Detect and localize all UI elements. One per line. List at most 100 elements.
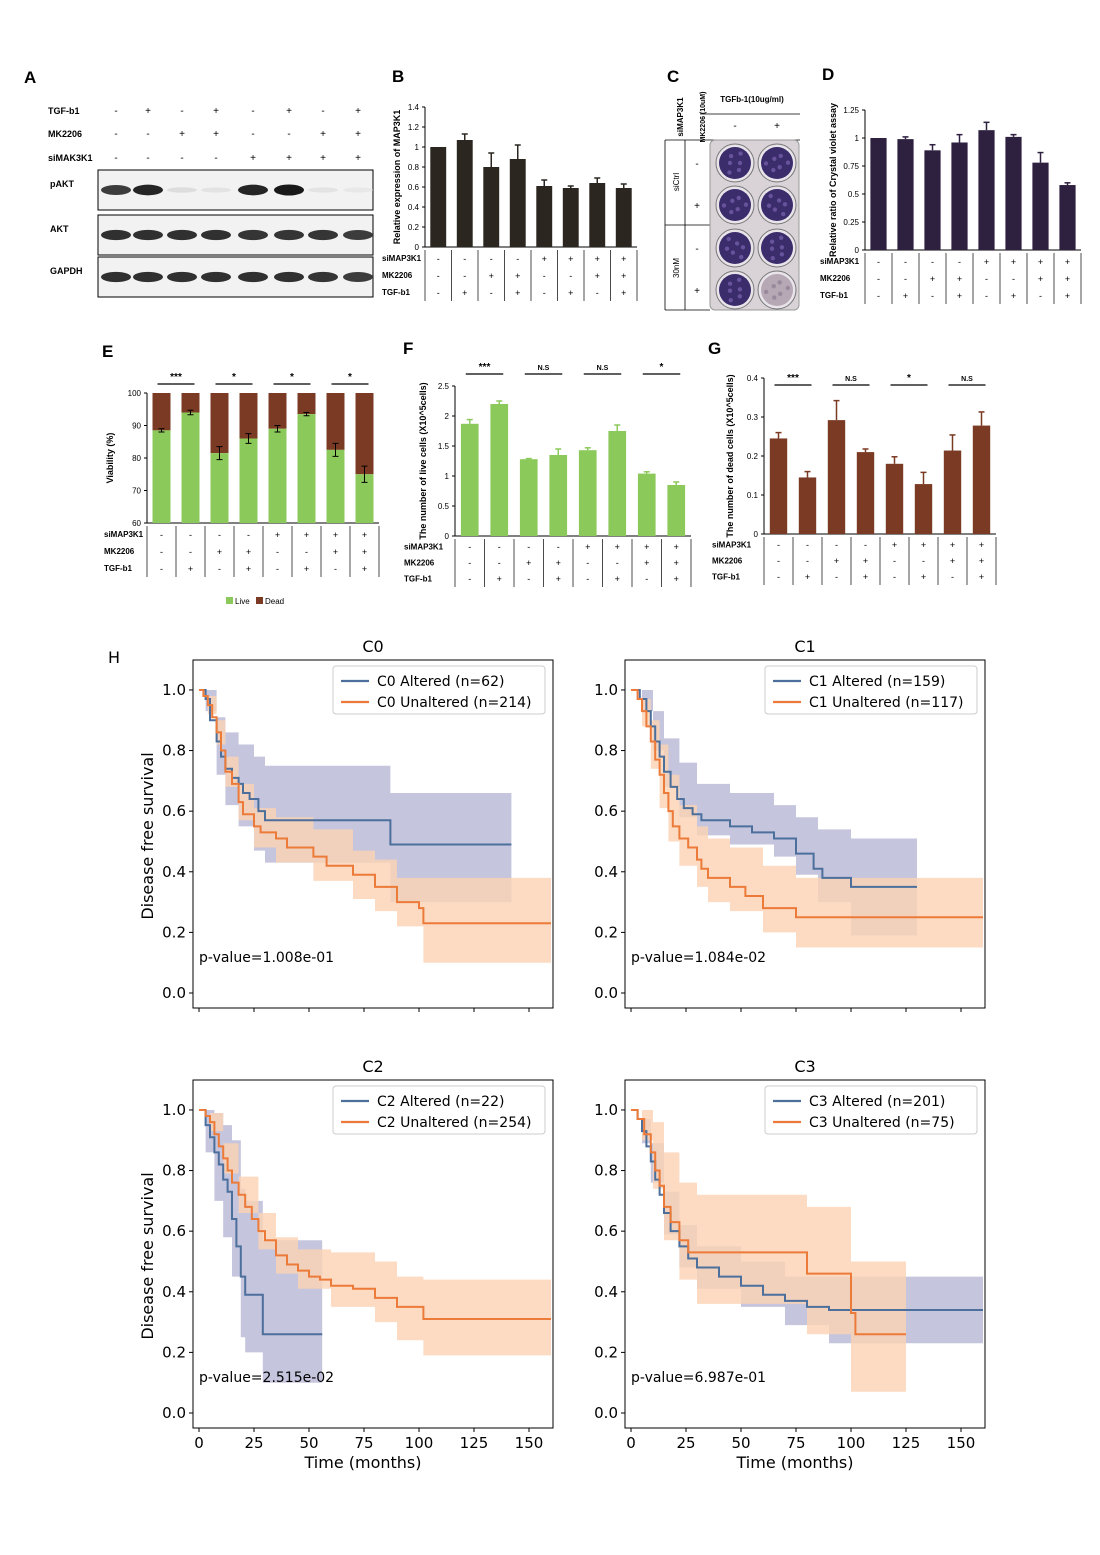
cond-sign: + (921, 572, 926, 582)
well-speckle (737, 160, 743, 166)
blot-band (133, 184, 163, 196)
cond-sign: + (674, 542, 679, 552)
km-y-tick-label: 0.0 (594, 984, 618, 1002)
blot-band (308, 271, 338, 283)
cond-row-label: siMAP3K1 (382, 254, 422, 263)
bar (615, 188, 632, 247)
cond-row-label: siMAP3K1 (820, 257, 860, 266)
well-speckle (785, 160, 791, 165)
km-y-axis-label: Disease free survival (138, 1172, 157, 1339)
km-plot: C2 0.0 0.2 0.4 0.6 0.8 1.0 0 25 50 75 100 125 150 Dise… (138, 1057, 554, 1472)
y-tick-label: 0.75 (843, 162, 859, 171)
km-y-tick-label: 0.0 (594, 1404, 618, 1422)
km-x-tick-label: 75 (354, 1434, 373, 1452)
sig-label: N.S (845, 376, 857, 383)
blot-band (201, 187, 231, 193)
cond-sign: + (615, 542, 620, 552)
y-tick-label: 2 (445, 412, 450, 421)
cond-sign: - (806, 540, 809, 550)
well-speckle (736, 277, 742, 283)
cond-sign: - (334, 564, 337, 574)
cond-sign: + (362, 547, 367, 557)
well (761, 147, 793, 179)
well-speckle (739, 254, 744, 260)
well-speckle (769, 246, 775, 251)
well-speckle (738, 151, 743, 156)
well-speckle (727, 160, 733, 166)
y-axis-label: Relative expression of MAP3K1 (392, 110, 402, 245)
a-sign: + (250, 153, 256, 164)
well (761, 189, 793, 221)
km-x-tick-label: 100 (405, 1434, 434, 1452)
a-row-label: TGF-b1 (48, 106, 80, 116)
well-speckle (781, 211, 786, 217)
cond-sign: - (777, 572, 780, 582)
cond-sign: - (586, 574, 589, 584)
y-tick-label: 0.1 (747, 491, 759, 500)
well (719, 189, 751, 221)
km-legend-unaltered: C3 Unaltered (n=75) (809, 1115, 955, 1131)
cond-sign: + (984, 257, 989, 267)
cond-row-label: siMAP3K1 (712, 540, 752, 549)
km-pvalue: p-value=1.084e-02 (631, 950, 766, 966)
bar (430, 147, 447, 247)
blot-band (308, 187, 338, 193)
bar-live (268, 428, 287, 523)
km-y-tick-label: 0.0 (162, 1404, 186, 1422)
km-ci-band (199, 689, 551, 963)
cond-sign: + (515, 271, 520, 281)
a-sign: + (286, 106, 292, 117)
cond-sign: - (893, 572, 896, 582)
cond-sign: - (218, 564, 221, 574)
well (719, 232, 751, 264)
bar (1032, 162, 1049, 250)
blot-band (101, 229, 131, 241)
km-legend-unaltered: C2 Unaltered (n=254) (377, 1115, 531, 1131)
cond-sign: + (957, 291, 962, 301)
bar (856, 452, 875, 534)
cond-sign: + (333, 530, 338, 540)
cond-sign: + (644, 558, 649, 568)
blot-band (101, 184, 131, 196)
km-pvalue: p-value=1.008e-01 (199, 950, 334, 966)
cond-sign: - (276, 547, 279, 557)
sig-label: * (660, 362, 664, 373)
blot-band (343, 187, 373, 193)
cond-sign: + (621, 288, 626, 298)
cond-sign: + (275, 530, 280, 540)
a-sign: + (320, 153, 326, 164)
km-ci-band (631, 689, 917, 936)
cond-sign: - (835, 540, 838, 550)
km-legend-altered: C0 Altered (n=62) (377, 674, 504, 690)
cond-sign: - (276, 564, 279, 574)
y-tick-label: 1.2 (408, 123, 420, 132)
well-speckle (724, 246, 730, 251)
a-row-label: siMAK3K1 (48, 153, 93, 163)
well-speckle (772, 156, 777, 161)
well-speckle (721, 203, 727, 208)
cond-sign: - (490, 288, 493, 298)
km-y-tick-label: 0.8 (594, 1162, 618, 1180)
y-tick-label: 1 (855, 134, 860, 143)
plate (709, 139, 800, 311)
a-sign: - (114, 129, 117, 140)
km-title: C3 (794, 1057, 815, 1076)
bar (509, 159, 526, 247)
cond-sign: - (527, 542, 530, 552)
cond-sign: + (834, 556, 839, 566)
bar-dead (239, 393, 258, 439)
y-tick-label: 1.5 (438, 442, 450, 451)
bar (536, 186, 553, 247)
panel-b: B 0 0.2 0.4 0.6 0.8 1 1.2 1.4 Relative expressio… (382, 67, 638, 301)
km-x-tick-label: 75 (786, 1434, 805, 1452)
km-x-axis-label: Time (months) (304, 1453, 422, 1472)
c-col-sign: - (733, 121, 736, 132)
cond-sign: - (543, 288, 546, 298)
sig-label: *** (787, 373, 799, 384)
bar-live (326, 449, 345, 523)
blot-band (167, 229, 197, 241)
bar (951, 142, 968, 250)
y-tick-label: 0.8 (408, 163, 420, 172)
cond-row-label: TGF-b1 (382, 288, 411, 297)
y-tick-label: 0.3 (747, 413, 759, 422)
